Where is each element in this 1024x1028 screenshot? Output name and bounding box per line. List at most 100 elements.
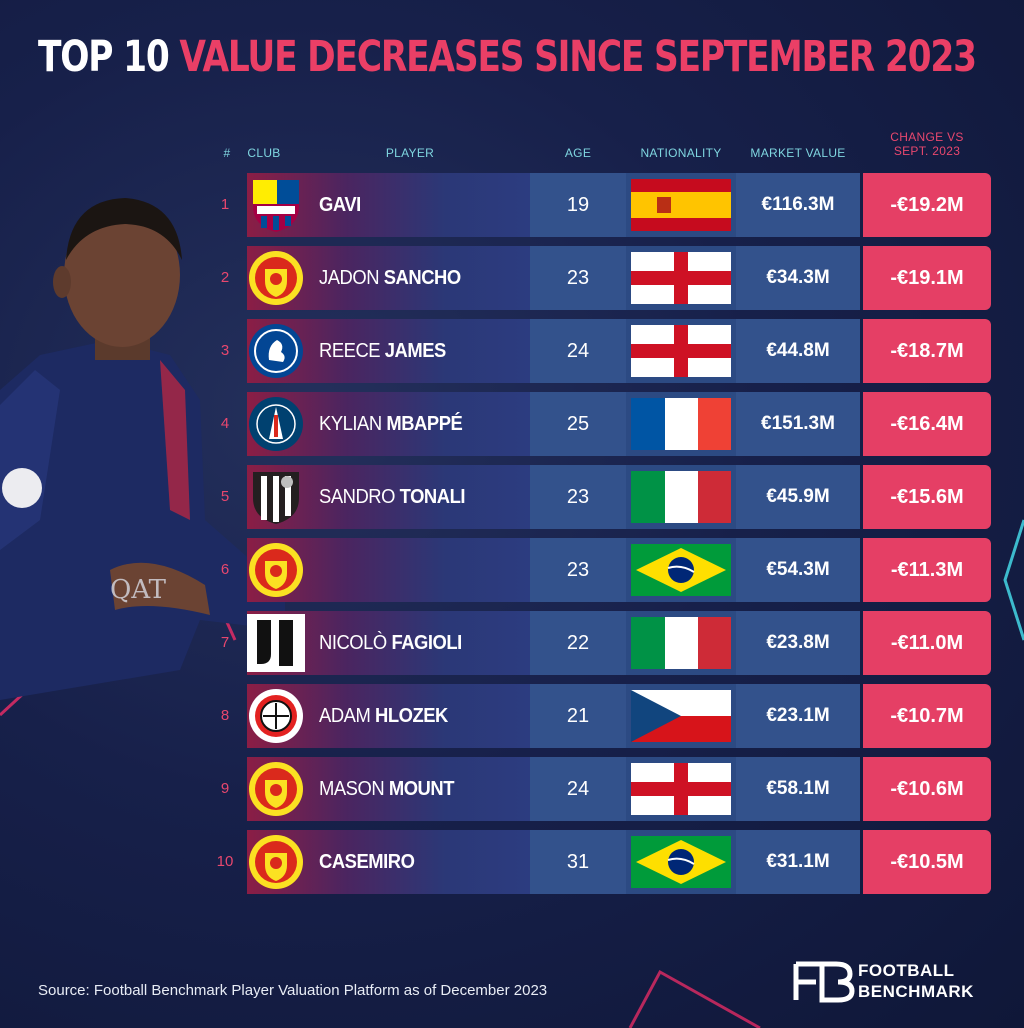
player-cell: KYLIAN MBAPPÉ	[247, 392, 530, 456]
svg-text:QAT: QAT	[110, 575, 167, 605]
nationality-cell	[626, 465, 736, 529]
player-name: SANDRO TONALI	[319, 465, 465, 529]
player-age: 31	[530, 830, 626, 894]
player-first-name: KYLIAN	[319, 413, 382, 435]
player-age: 24	[530, 757, 626, 821]
player-age: 23	[530, 538, 626, 602]
value-change: -€11.3M	[863, 538, 991, 602]
market-value: €31.1M	[736, 830, 860, 894]
market-value: €44.8M	[736, 319, 860, 383]
player-last-name: MBAPPÉ	[386, 413, 463, 435]
market-value: €116.3M	[736, 173, 860, 237]
club-crest-icon	[247, 395, 305, 453]
header-change-line2: SEPT. 2023	[893, 144, 961, 158]
header-change-line1: CHANGE VS	[890, 130, 964, 144]
england-flag-icon	[631, 763, 731, 815]
club-crest-icon	[247, 687, 305, 745]
table-row: 2 JADON SANCHO 23 €34.3M -€19.1M	[0, 246, 1024, 310]
player-first-name: NICOLÒ	[319, 632, 387, 654]
brazil-flag-icon	[631, 544, 731, 596]
row-rank: 8	[220, 707, 230, 724]
header-change: CHANGE VS SEPT. 2023	[863, 130, 991, 158]
market-value: €23.1M	[736, 684, 860, 748]
value-change: -€11.0M	[863, 611, 991, 675]
england-flag-icon	[631, 325, 731, 377]
market-value: €58.1M	[736, 757, 860, 821]
player-cell: NICOLÒ FAGIOLI	[247, 611, 530, 675]
player-first-name: REECE	[319, 340, 381, 362]
nationality-cell	[626, 246, 736, 310]
logo-wordmark: FOOTBALL BENCHMARK	[858, 960, 974, 1002]
player-last-name: MOUNT	[388, 778, 455, 800]
france-flag-icon	[631, 398, 731, 450]
player-cell: SANDRO TONALI	[247, 465, 530, 529]
player-name: CASEMIRO	[319, 830, 415, 894]
player-cell: CASEMIRO	[247, 830, 530, 894]
italy-flag-icon	[631, 617, 731, 669]
club-crest-icon	[247, 468, 305, 526]
player-cell	[247, 538, 530, 602]
italy-flag-icon	[631, 471, 731, 523]
value-change: -€18.7M	[863, 319, 991, 383]
england-flag-icon	[631, 252, 731, 304]
row-rank: 7	[220, 634, 230, 651]
player-age: 23	[530, 465, 626, 529]
player-last-name: SANCHO	[383, 267, 461, 289]
value-change: -€19.2M	[863, 173, 991, 237]
player-age: 24	[530, 319, 626, 383]
player-cell: MASON MOUNT	[247, 757, 530, 821]
row-rank: 1	[220, 196, 230, 213]
value-change: -€10.5M	[863, 830, 991, 894]
value-change: -€16.4M	[863, 392, 991, 456]
player-cell: GAVI	[247, 173, 530, 237]
header-age: AGE	[564, 146, 592, 160]
player-cell: JADON SANCHO	[247, 246, 530, 310]
nationality-cell	[626, 684, 736, 748]
player-age: 25	[530, 392, 626, 456]
table-row: 6 23 €54.3M -€11.3M	[0, 538, 1024, 602]
football-benchmark-logo	[793, 961, 855, 1003]
row-rank: 3	[220, 342, 230, 359]
club-crest-icon	[247, 249, 305, 307]
table-row: 9 MASON MOUNT 24 €58.1M -€10.6M	[0, 757, 1024, 821]
page-title: TOP 10 VALUE DECREASES SINCE SEPTEMBER 2…	[38, 30, 977, 84]
nationality-cell	[626, 392, 736, 456]
title-prefix: TOP 10	[38, 32, 170, 82]
player-last-name: TONALI	[399, 486, 466, 508]
value-change: -€10.7M	[863, 684, 991, 748]
player-last-name: CASEMIRO	[319, 851, 415, 873]
player-name: JADON SANCHO	[319, 246, 461, 310]
player-name: ADAM HLOZEK	[319, 684, 448, 748]
row-rank: 6	[220, 561, 230, 578]
value-change: -€15.6M	[863, 465, 991, 529]
player-name: REECE JAMES	[319, 319, 446, 383]
market-value: €151.3M	[736, 392, 860, 456]
market-value: €23.8M	[736, 611, 860, 675]
table-row: 10 CASEMIRO 31 €31.1M -€10.5M	[0, 830, 1024, 894]
table-row: 8 ADAM HLOZEK 21 €23.1M -€10.7M	[0, 684, 1024, 748]
player-age: 21	[530, 684, 626, 748]
nationality-cell	[626, 611, 736, 675]
header-nationality: NATIONALITY	[640, 146, 722, 160]
club-crest-icon	[247, 760, 305, 818]
nationality-cell	[626, 173, 736, 237]
spain-flag-icon	[631, 179, 731, 231]
market-value: €45.9M	[736, 465, 860, 529]
nationality-cell	[626, 538, 736, 602]
nationality-cell	[626, 830, 736, 894]
player-first-name: MASON	[319, 778, 385, 800]
header-market-value: MARKET VALUE	[750, 146, 846, 160]
title-highlight: VALUE DECREASES SINCE SEPTEMBER 2023	[179, 32, 977, 82]
row-rank: 9	[220, 780, 230, 797]
row-rank: 5	[220, 488, 230, 505]
player-name: MASON MOUNT	[319, 757, 454, 821]
table-row: 3 REECE JAMES 24 €44.8M -€18.7M	[0, 319, 1024, 383]
player-last-name: FAGIOLI	[391, 632, 462, 654]
player-name: KYLIAN MBAPPÉ	[319, 392, 463, 456]
table-row: 4 KYLIAN MBAPPÉ 25 €151.3M -€16.4M	[0, 392, 1024, 456]
row-rank: 2	[220, 269, 230, 286]
logo-line1: FOOTBALL	[858, 961, 955, 980]
value-change: -€19.1M	[863, 246, 991, 310]
header-player: PLAYER	[385, 146, 435, 160]
value-change: -€10.6M	[863, 757, 991, 821]
